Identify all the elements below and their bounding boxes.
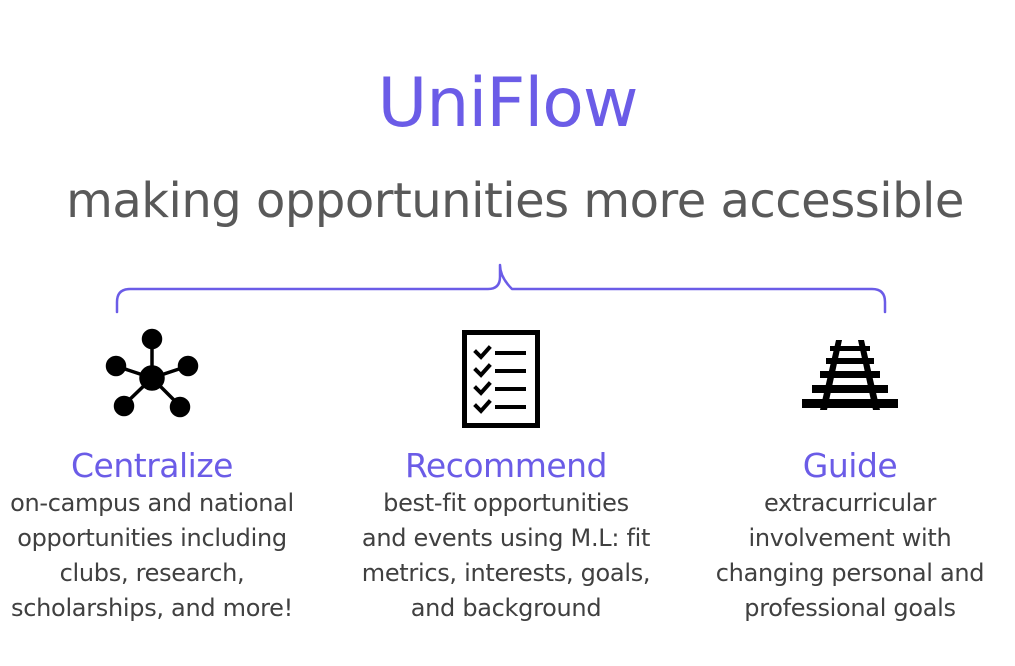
curly-brace-divider (115, 263, 887, 314)
app-title: UniFlow (377, 64, 639, 143)
feature-heading: Centralize (71, 446, 233, 485)
feature-description: best-fit opportunities and events using … (361, 489, 651, 622)
feature-recommend: Recommend best-fit opportunities and eve… (350, 446, 662, 626)
feature-description: on-campus and national opportunities inc… (10, 489, 294, 622)
feature-guide: Guide extracurricular involvement with c… (700, 446, 1000, 626)
feature-heading: Guide (802, 446, 898, 485)
tagline: making opportunities more accessible (66, 173, 964, 229)
network-hub-icon (105, 328, 199, 418)
checklist-icon (462, 330, 540, 428)
railroad-track-icon (802, 340, 898, 410)
feature-centralize: Centralize on-campus and national opport… (0, 446, 304, 626)
feature-description: extracurricular involvement with changin… (715, 489, 985, 622)
feature-heading: Recommend (404, 446, 608, 485)
